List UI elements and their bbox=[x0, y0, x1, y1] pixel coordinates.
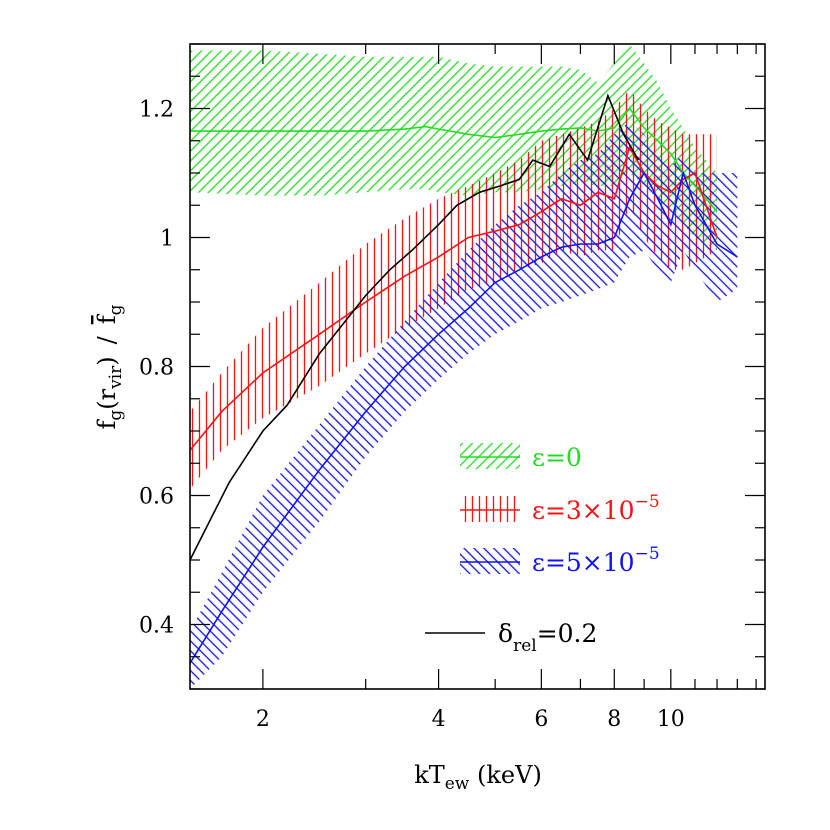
x-tick-label: 8 bbox=[607, 707, 621, 732]
ticks-layer bbox=[190, 43, 765, 690]
lines-layer bbox=[190, 93, 738, 664]
y-tick-label: 0.8 bbox=[139, 356, 174, 381]
tick-labels-layer: 2 4 6 8 10 0.4 0.6 0.8 1 1.2 bbox=[139, 98, 685, 733]
series-2-line bbox=[190, 170, 738, 664]
legend-item-3: δrel=0.2 bbox=[425, 619, 597, 656]
y-tick-label: 0.6 bbox=[139, 485, 174, 510]
x-tick-label: 6 bbox=[534, 707, 548, 732]
y-tick-label: 1 bbox=[160, 227, 174, 252]
y-tick-label: 0.4 bbox=[139, 614, 174, 639]
y-axis-label: fg(rvir)/fg bbox=[93, 304, 126, 429]
legend-item-1-label: ε=3×10−5 bbox=[532, 492, 660, 525]
legend-item-1: ε=3×10−5 bbox=[460, 492, 660, 525]
legend-item-2-label: ε=5×10−5 bbox=[532, 544, 660, 577]
x-tick-label: 10 bbox=[657, 707, 685, 732]
legend-item-0-swatch bbox=[460, 443, 520, 469]
series-2-band bbox=[190, 121, 738, 689]
legend-item-0-label: ε=0 bbox=[532, 443, 582, 472]
y-tick-label: 1.2 bbox=[139, 98, 174, 123]
series-0-line bbox=[190, 107, 718, 213]
legend-item-2: ε=5×10−5 bbox=[460, 544, 660, 577]
x-tick-label: 2 bbox=[256, 707, 270, 732]
legend: ε=0 ε=3×10−5 ε=5×10−5 δrel=0.2 bbox=[425, 443, 660, 656]
x-axis-label: kTew (keV) bbox=[414, 761, 542, 794]
series-1-line bbox=[190, 145, 718, 451]
legend-item-3-label: δrel=0.2 bbox=[498, 619, 597, 656]
bands-layer bbox=[190, 44, 738, 689]
series-3-line bbox=[190, 93, 640, 561]
legend-item-1-swatch bbox=[460, 496, 520, 522]
legend-item-0: ε=0 bbox=[460, 443, 582, 472]
x-tick-label: 4 bbox=[432, 707, 446, 732]
legend-item-2-swatch bbox=[460, 548, 520, 574]
series-0-band bbox=[190, 44, 717, 251]
